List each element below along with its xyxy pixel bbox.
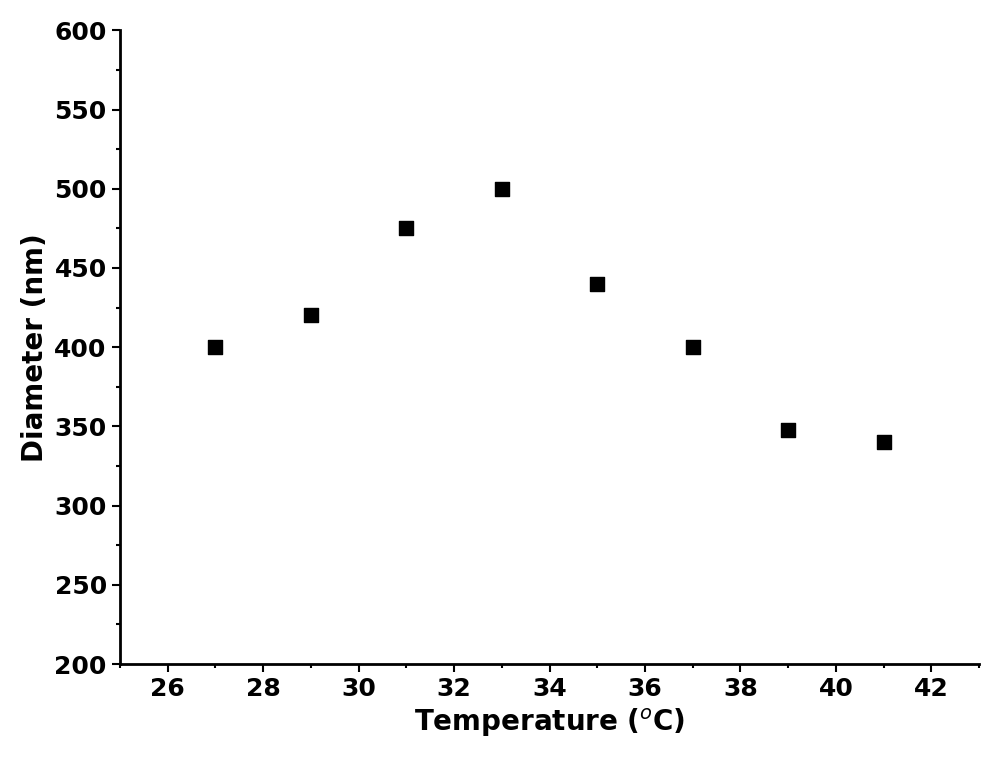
Y-axis label: Diameter (nm): Diameter (nm) [21,233,49,461]
Point [589,277,605,290]
Point [207,341,223,353]
Point [303,309,319,321]
Point [398,222,414,234]
Point [685,341,701,353]
Point [780,423,796,435]
Point [876,436,892,448]
X-axis label: Temperature ($^{o}$C): Temperature ($^{o}$C) [414,707,685,739]
Point [494,182,510,195]
